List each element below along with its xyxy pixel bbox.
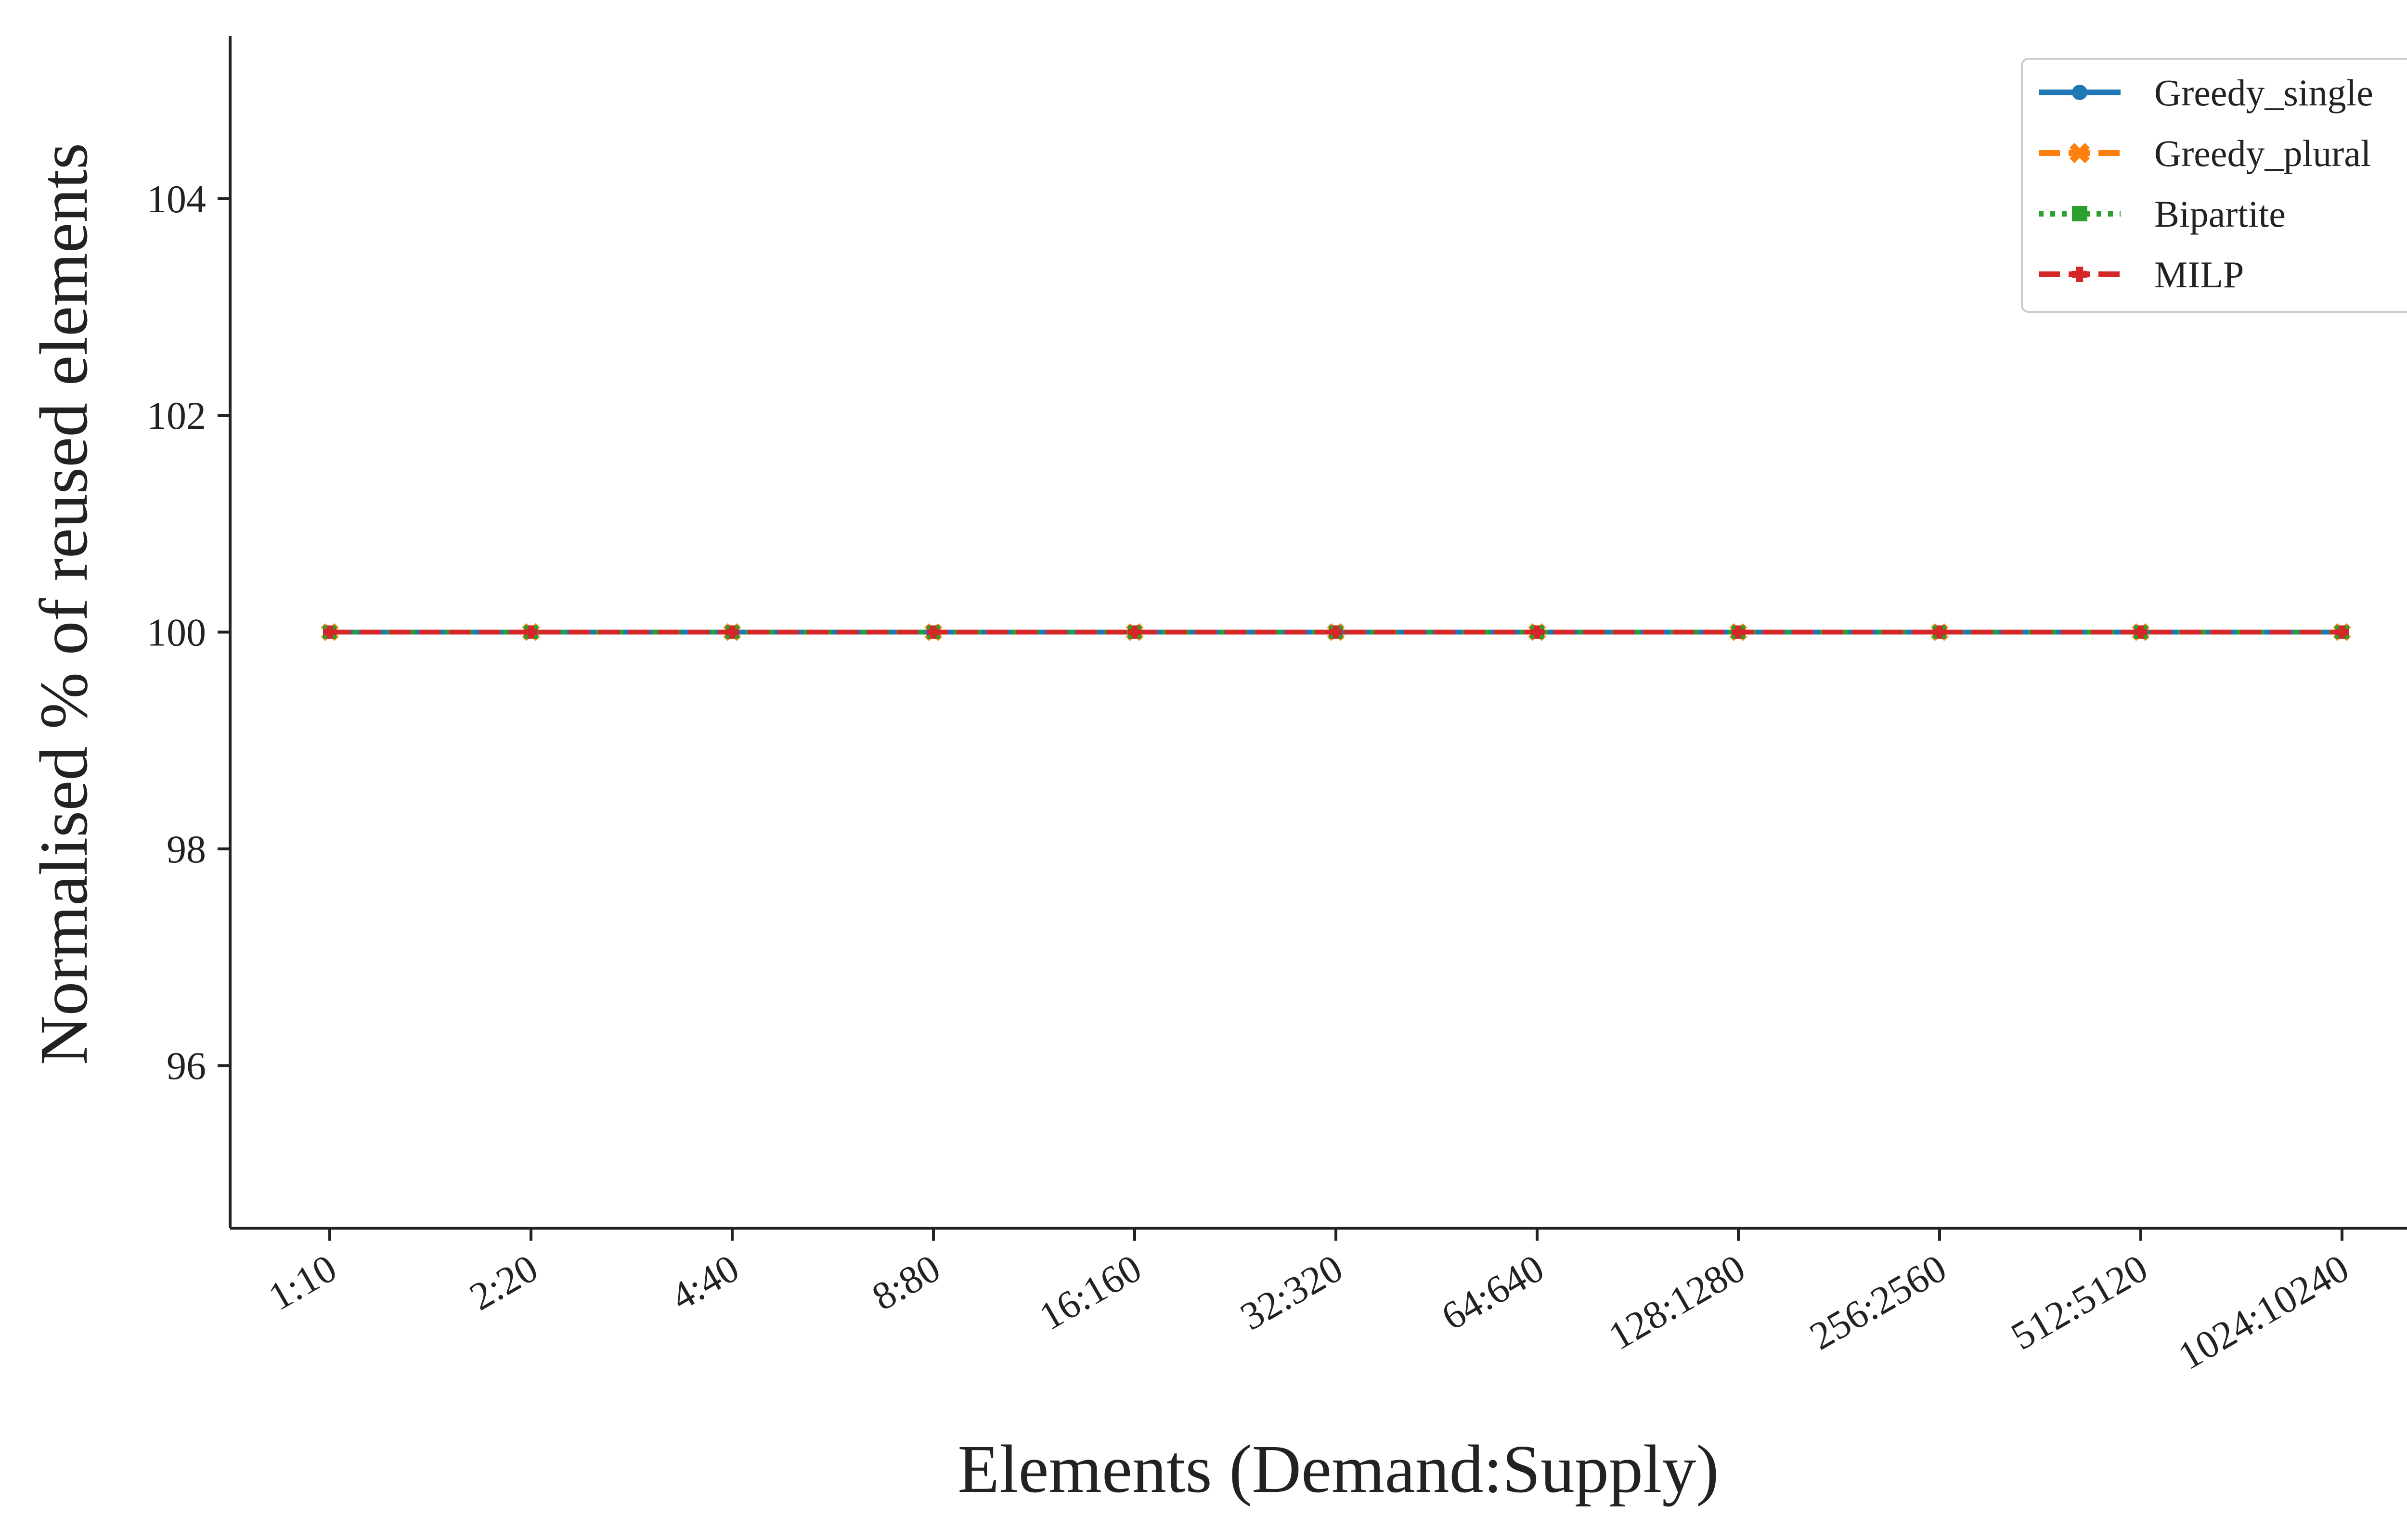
x-ticks: 1:10 2:20 4:40 8:80 16:160 32:320 64:640 128:12… (261, 1228, 2356, 1378)
y-tick-label: 102 (147, 394, 206, 437)
y-tick-label: 100 (147, 611, 206, 654)
x-tick-label: 32:320 (1233, 1246, 1350, 1339)
data-point-marker (2072, 85, 2087, 100)
plot-series (321, 623, 2351, 641)
data-point-marker (1732, 625, 1745, 639)
data-point-marker (1329, 625, 1343, 639)
data-point-marker (323, 625, 336, 639)
legend-label: MILP (2154, 254, 2244, 295)
legend-label: Greedy_single (2154, 72, 2373, 114)
data-point-marker (2072, 206, 2087, 221)
x-tick-label: 16:160 (1032, 1246, 1149, 1339)
y-tick-label: 104 (147, 177, 206, 221)
x-axis-label: Elements (Demand:Supply) (958, 1431, 1719, 1507)
x-tick-label: 8:80 (865, 1246, 947, 1319)
legend-entry: Bipartite (2039, 193, 2286, 235)
x-tick-label: 1:10 (261, 1246, 344, 1319)
data-point-marker (927, 625, 940, 639)
series-milp (323, 625, 2349, 639)
data-point-marker (2134, 625, 2148, 639)
y-ticks: 96 98 100 102 104 (147, 177, 230, 1088)
legend-entry: MILP (2039, 254, 2244, 295)
x-tick-label: 128:1280 (1601, 1246, 1752, 1359)
y-tick-label: 98 (167, 827, 206, 871)
x-tick-label: 256:2560 (1802, 1246, 1954, 1359)
legend-label: Bipartite (2154, 193, 2286, 235)
legend-entry: Greedy_single (2039, 72, 2373, 114)
data-point-marker (524, 625, 538, 639)
x-tick-label: 64:640 (1434, 1246, 1551, 1339)
x-tick-label: 2:20 (462, 1246, 545, 1319)
data-point-marker (725, 625, 739, 639)
data-point-marker (1933, 625, 1946, 639)
legend-label: Greedy_plural (2154, 132, 2371, 174)
data-point-marker (1530, 625, 1544, 639)
data-point-marker (2069, 142, 2090, 164)
data-point-marker (1128, 625, 1141, 639)
legend: Greedy_single Greedy_plural Bipartite MILP (2021, 58, 2407, 313)
legend-entry: Greedy_plural (2039, 132, 2371, 174)
data-point-marker (2335, 625, 2349, 639)
data-point-marker (2072, 267, 2087, 282)
x-tick-label: 512:5120 (2004, 1246, 2155, 1359)
y-axis-label: Normalised % of reused elements (26, 143, 102, 1065)
x-tick-label: 4:40 (663, 1246, 746, 1319)
y-tick-label: 96 (167, 1044, 206, 1088)
x-tick-label: 1024:10240 (2171, 1246, 2356, 1378)
legend-frame (2021, 58, 2407, 313)
